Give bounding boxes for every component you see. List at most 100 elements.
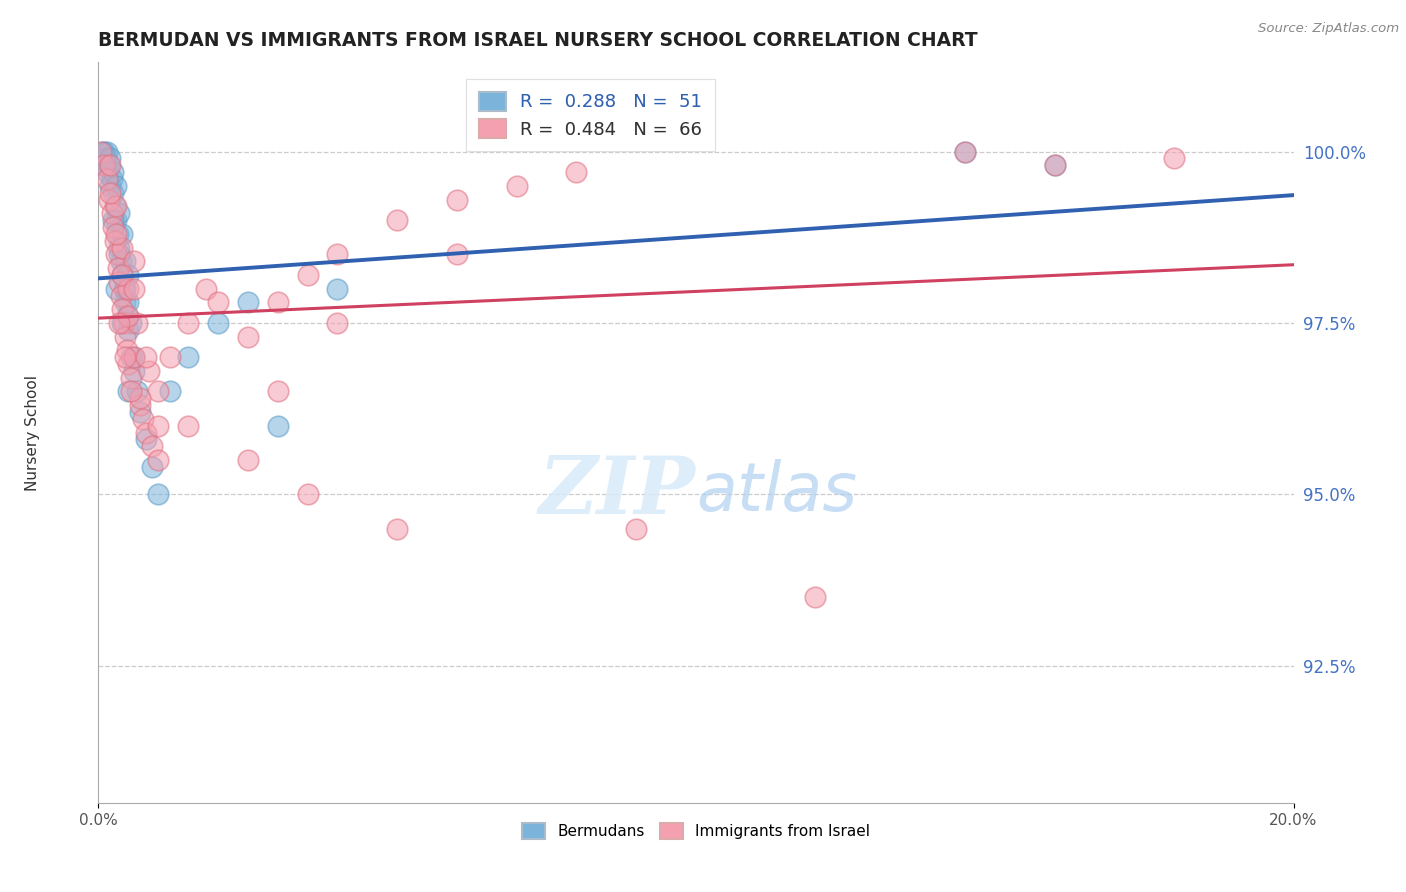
Point xyxy=(177,350,200,364)
Text: Nursery School: Nursery School xyxy=(25,375,41,491)
Point xyxy=(107,227,129,241)
Point xyxy=(115,343,138,358)
Point xyxy=(148,384,170,399)
Point xyxy=(135,433,157,447)
Point xyxy=(108,247,131,261)
Point xyxy=(90,158,112,172)
Point xyxy=(115,309,138,323)
Point xyxy=(124,350,146,364)
Point xyxy=(267,295,290,310)
Point xyxy=(124,364,146,378)
Point xyxy=(117,357,139,371)
Point xyxy=(446,247,468,261)
Point xyxy=(953,145,976,159)
Point xyxy=(93,145,115,159)
Point xyxy=(1043,158,1066,172)
Point xyxy=(326,247,349,261)
Point xyxy=(91,145,114,159)
Legend: Bermudans, Immigrants from Israel: Bermudans, Immigrants from Israel xyxy=(515,815,877,847)
Point xyxy=(117,268,139,282)
Point xyxy=(565,165,588,179)
Point xyxy=(132,412,155,426)
Point xyxy=(108,206,131,220)
Point xyxy=(103,213,125,227)
Point xyxy=(98,158,122,172)
Point xyxy=(195,282,218,296)
Point xyxy=(111,241,134,255)
Point xyxy=(626,522,648,536)
Point xyxy=(98,158,121,172)
Point xyxy=(107,261,129,276)
Point xyxy=(953,145,976,159)
Point xyxy=(446,193,468,207)
Point xyxy=(135,425,157,440)
Point xyxy=(297,487,319,501)
Point xyxy=(138,364,160,378)
Point xyxy=(124,282,146,296)
Point xyxy=(120,371,142,385)
Point xyxy=(207,316,229,330)
Point xyxy=(105,178,128,193)
Point xyxy=(112,316,135,330)
Point xyxy=(103,186,125,200)
Point xyxy=(105,199,128,213)
Point xyxy=(117,282,139,296)
Point xyxy=(124,254,146,268)
Point xyxy=(104,199,127,213)
Point xyxy=(114,254,136,268)
Point xyxy=(326,316,349,330)
Point xyxy=(96,145,118,159)
Point xyxy=(326,282,349,296)
Point xyxy=(385,213,409,227)
Point xyxy=(108,275,131,289)
Point xyxy=(129,405,152,419)
Point xyxy=(267,384,290,399)
Point xyxy=(108,316,131,330)
Point xyxy=(93,158,115,172)
Point xyxy=(110,254,132,268)
Point xyxy=(124,350,146,364)
Point xyxy=(159,350,181,364)
Point xyxy=(506,178,529,193)
Point xyxy=(103,219,125,234)
Point xyxy=(117,323,139,337)
Point xyxy=(141,459,163,474)
Point xyxy=(141,439,163,453)
Point xyxy=(112,282,135,296)
Point xyxy=(98,193,121,207)
Point xyxy=(385,522,409,536)
Point xyxy=(120,316,142,330)
Point xyxy=(1163,152,1185,166)
Point xyxy=(108,241,131,255)
Point xyxy=(90,145,112,159)
Text: atlas: atlas xyxy=(696,458,858,524)
Point xyxy=(105,213,128,227)
Point xyxy=(117,384,139,399)
Text: BERMUDAN VS IMMIGRANTS FROM ISRAEL NURSERY SCHOOL CORRELATION CHART: BERMUDAN VS IMMIGRANTS FROM ISRAEL NURSE… xyxy=(98,31,979,50)
Point xyxy=(148,418,170,433)
Point xyxy=(148,453,170,467)
Text: ZIP: ZIP xyxy=(538,453,696,531)
Point xyxy=(117,295,139,310)
Point xyxy=(236,329,259,343)
Point xyxy=(1043,158,1066,172)
Point xyxy=(177,316,200,330)
Point xyxy=(117,309,139,323)
Point xyxy=(120,350,142,364)
Point xyxy=(96,165,118,179)
Point xyxy=(98,152,122,166)
Point xyxy=(236,295,259,310)
Point xyxy=(297,268,319,282)
Point xyxy=(127,316,149,330)
Point xyxy=(114,295,136,310)
Point xyxy=(105,247,128,261)
Point xyxy=(111,268,134,282)
Point xyxy=(100,206,122,220)
Point xyxy=(177,418,200,433)
Point xyxy=(114,350,136,364)
Point xyxy=(236,453,259,467)
Text: Source: ZipAtlas.com: Source: ZipAtlas.com xyxy=(1258,22,1399,36)
Point xyxy=(96,172,118,186)
Point xyxy=(267,418,290,433)
Point xyxy=(148,487,170,501)
